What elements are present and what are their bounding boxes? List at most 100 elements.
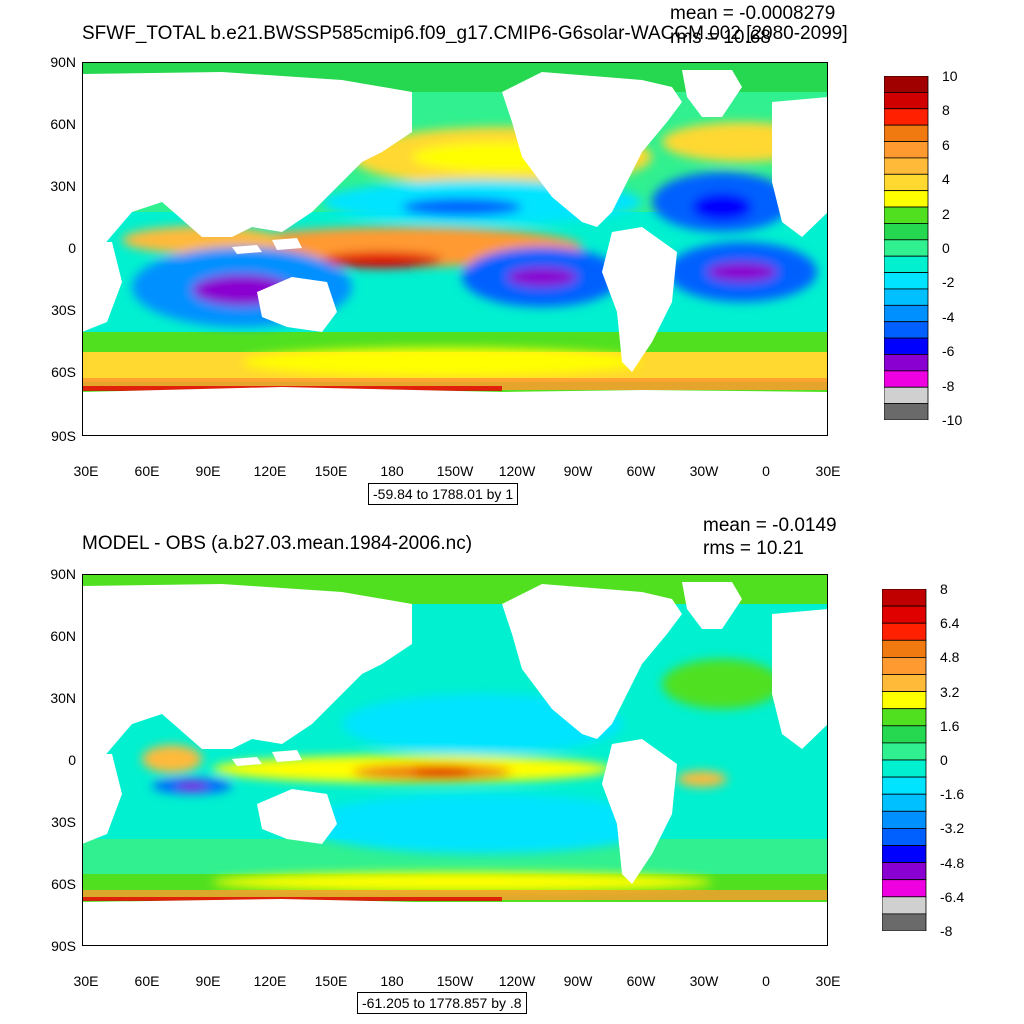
map-panel-bottom: MODEL - OBS (a.b27.03.mean.1984-2006.nc)… (0, 512, 1024, 1024)
y-tick-30n: 30N (50, 690, 76, 706)
colorbar-label: -10 (942, 412, 963, 428)
y-tick-60s: 60S (51, 364, 76, 380)
colorbar-swatch (884, 206, 929, 224)
australia (257, 789, 337, 844)
x-tick: 150E (314, 463, 348, 479)
plot-frame (82, 574, 828, 946)
y-tick-0: 0 (68, 240, 76, 256)
colorbar-label: 10 (942, 68, 958, 84)
colorbar-swatch (884, 223, 929, 241)
colorbar-swatch (882, 913, 927, 931)
y-tick-90s: 90S (51, 428, 76, 444)
x-tick: 90W (563, 463, 593, 479)
colorbar-label: 0 (940, 752, 948, 768)
colorbar-swatch (884, 272, 929, 290)
x-tick: 30W (689, 973, 719, 989)
colorbar-swatch (884, 386, 929, 405)
colorbar-label: -8 (942, 377, 955, 394)
x-tick: 150W (436, 973, 474, 989)
x-tick: 90E (195, 463, 221, 479)
colorbar-swatch (882, 742, 927, 761)
colorbar-label: 8 (942, 102, 950, 119)
colorbar-label: 0 (942, 240, 950, 256)
colorbar-swatch (884, 76, 929, 93)
north-america (502, 72, 682, 227)
colorbar-swatch (882, 622, 927, 641)
x-tick: 30W (689, 463, 719, 479)
panel-title: SFWF_TOTAL b.e21.BWSSP585cmip6.f09_g17.C… (82, 23, 848, 44)
eurasia (82, 584, 412, 764)
x-tick: 90E (195, 973, 221, 989)
colorbar (882, 589, 927, 931)
map-plot-area (82, 574, 828, 946)
colorbar-swatch (882, 776, 927, 795)
colorbar-swatch (884, 354, 929, 372)
colorbar-swatch (882, 674, 927, 693)
x-tick: 120E (253, 463, 287, 479)
rms-value: rms = 10.21 (703, 538, 804, 559)
x-tick: 60W (626, 973, 656, 989)
colorbar-swatch (882, 691, 927, 710)
x-tick: 30E (815, 973, 841, 989)
colorbar-label: 6 (942, 136, 950, 153)
colorbar-label: 4.8 (940, 649, 960, 666)
x-tick: 60E (134, 973, 160, 989)
eurasia (82, 72, 412, 252)
colorbar-swatch (882, 657, 927, 675)
map-plot-area (82, 62, 828, 436)
y-tick-90n: 90N (50, 54, 76, 70)
x-tick: 120W (498, 973, 536, 989)
colorbar-swatch (882, 639, 927, 658)
south-america (602, 227, 677, 372)
colorbar-label: -2 (942, 274, 955, 291)
y-tick-60s: 60S (51, 876, 76, 892)
colorbar (884, 76, 929, 420)
colorbar-label: -4.8 (940, 854, 965, 871)
colorbar-swatch (884, 124, 929, 142)
mean-value: mean = -0.0149 (703, 515, 837, 536)
map-panel-top: SFWF_TOTAL b.e21.BWSSP585cmip6.f09_g17.C… (50, 4, 963, 505)
colorbar-label: 6.4 (940, 615, 960, 632)
colorbar-swatch (882, 862, 927, 881)
colorbar-label: 3.2 (940, 683, 960, 700)
colorbar-swatch (882, 708, 927, 727)
y-tick-60n: 60N (50, 628, 76, 644)
colorbar-swatch (882, 605, 927, 624)
colorbar-label: -6.4 (940, 888, 965, 905)
x-tick: 30E (73, 973, 99, 989)
colorbar-label: 4 (942, 171, 950, 188)
colorbar-swatch (882, 725, 927, 744)
colorbar-swatch (884, 239, 929, 257)
y-tick-30s: 30S (51, 302, 76, 318)
x-tick: 60W (626, 463, 656, 479)
x-tick: 150E (314, 973, 348, 989)
colorbar-swatch (882, 896, 927, 915)
colorbar-swatch (884, 141, 929, 159)
y-tick-90s: 90S (51, 938, 76, 954)
colorbar-label: -6 (942, 343, 955, 360)
x-tick: 180 (380, 463, 404, 479)
colorbar-swatch (884, 173, 929, 192)
rms-value: rms = 10.68 (670, 27, 771, 48)
colorbar-swatch (884, 304, 929, 323)
colorbar-label: 1.6 (940, 717, 960, 734)
x-tick: 180 (380, 973, 404, 989)
colorbar-swatch (882, 879, 927, 898)
colorbar-label: -4 (942, 308, 955, 325)
colorbar-label: 8 (940, 581, 948, 597)
colorbar-swatch (882, 810, 927, 829)
colorbar-swatch (882, 759, 927, 778)
x-tick: 90W (563, 973, 593, 989)
colorbar-swatch (882, 845, 927, 864)
colorbar-swatch (884, 190, 929, 208)
x-tick: 0 (762, 973, 770, 989)
y-tick-30s: 30S (51, 814, 76, 830)
colorbar-swatch (884, 288, 929, 306)
x-tick: 30E (73, 463, 99, 479)
contour-range-box: -61.205 to 1778.857 by .8 (357, 992, 527, 1014)
colorbar-label: -8 (940, 923, 953, 939)
contour-range-box: -59.84 to 1788.01 by 1 (368, 483, 519, 505)
colorbar-swatch (884, 337, 929, 355)
x-tick: 120W (498, 463, 536, 479)
colorbar-swatch (884, 403, 929, 420)
